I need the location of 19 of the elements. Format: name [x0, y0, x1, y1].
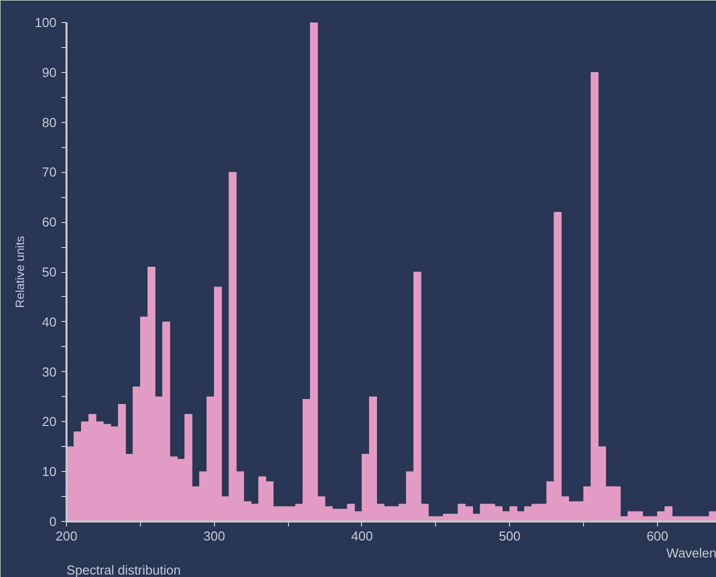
- y-tick-label: 60: [42, 214, 57, 230]
- y-tick-label: 10: [42, 464, 57, 480]
- y-tick-label: 70: [42, 164, 57, 180]
- y-tick-label: 0: [49, 514, 57, 529]
- y-tick-label: 80: [42, 114, 57, 130]
- y-tick-label: 100: [34, 15, 57, 30]
- x-tick-label: 200: [56, 528, 78, 544]
- text: Spectral distribution: [66, 562, 181, 577]
- y-tick-label: 50: [42, 264, 57, 280]
- x-tick-label: 600: [646, 528, 668, 544]
- x-tick-label: 500: [498, 528, 521, 544]
- y-tick-label: 90: [42, 64, 57, 80]
- x-axis-title: Wavelen: [666, 546, 716, 560]
- x-tick-label: 300: [203, 528, 226, 544]
- y-tick-label: 20: [42, 414, 57, 430]
- y-tick-label: 30: [42, 364, 57, 380]
- y-tick-label: 40: [42, 314, 57, 330]
- x-tick-label: 400: [351, 528, 373, 544]
- y-axis-title: Relative units: [12, 236, 27, 308]
